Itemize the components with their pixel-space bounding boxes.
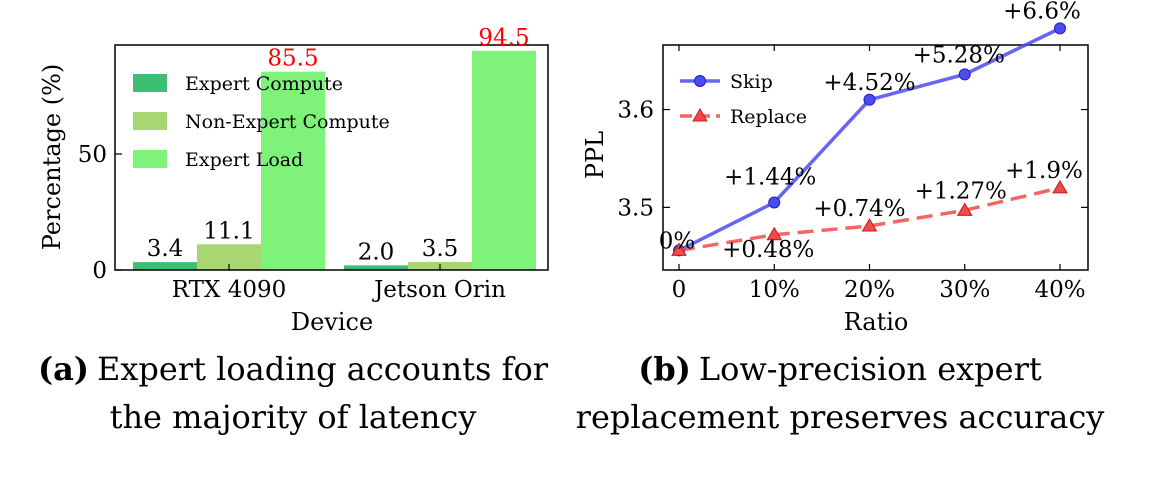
- caption-b-label: (b): [638, 350, 691, 388]
- chart-b-xlabel: Ratio: [844, 308, 909, 336]
- chart-a-ylabel: Percentage (%): [38, 64, 66, 251]
- y-tick-label: 3.6: [617, 98, 654, 124]
- data-label: 94.5: [478, 25, 529, 51]
- marker-replace: [766, 226, 783, 241]
- marker-replace: [1052, 179, 1068, 194]
- chart-a-legend: Expert Compute Non-Expert Compute Expert L…: [133, 73, 390, 171]
- marker-skip: [768, 196, 781, 209]
- data-label: +4.52%: [823, 70, 915, 96]
- legend-label: Replace: [730, 106, 807, 128]
- chart-a: RTX 4090 Jetson Orin 0 50 3.4 11.1 85.5 2.0 3.5…: [38, 25, 549, 436]
- caption-b-line2: replacement preserves accuracy: [576, 398, 1105, 436]
- chart-b-series: [671, 22, 1068, 257]
- bar-jetson-orin-2: [472, 50, 536, 271]
- data-label: 3.4: [147, 236, 184, 262]
- data-label: +0.74%: [813, 196, 905, 222]
- x-tick-label: 30%: [939, 277, 990, 303]
- caption-a-line2: the majority of latency: [110, 398, 477, 436]
- y-tick-label: 50: [78, 142, 107, 168]
- chart-a-xlabel: Device: [291, 308, 373, 336]
- chart-a-data-labels: 3.4 11.1 85.5 2.0 3.5 94.5: [147, 25, 530, 266]
- caption-a-text-1: Expert loading accounts for: [97, 350, 549, 388]
- x-tick-label: 40%: [1034, 277, 1085, 303]
- data-label: 2.0: [358, 239, 395, 265]
- x-tick-label: Jetson Orin: [372, 277, 506, 303]
- chart-b-data-labels: 0% +1.44% +4.52%+5.28% +6.6% +0.48% +0.74% +1.…: [659, 0, 1083, 263]
- x-tick-label: 20%: [844, 277, 895, 303]
- y-tick-label: 3.5: [617, 195, 654, 221]
- data-label: +1.44%: [724, 165, 816, 191]
- legend-marker: [692, 108, 708, 122]
- data-label: +1.27%: [915, 178, 1007, 204]
- data-label: 85.5: [267, 46, 318, 72]
- bar-jetson-orin-0: [344, 265, 408, 270]
- chart-b: 0 10% 20% 30% 40% 3.5 3.6 0% +1.44% +4.52%+5.28%…: [576, 0, 1105, 436]
- caption-b-line1: (b) Low-precision expert: [638, 350, 1042, 388]
- marker-skip: [1054, 22, 1066, 35]
- chart-b-frame: [662, 44, 1089, 271]
- bar-rtx-4090-0: [133, 262, 197, 270]
- data-label: +0.48%: [722, 237, 814, 263]
- x-tick-label: RTX 4090: [172, 277, 286, 303]
- chart-a-frame: [114, 44, 549, 271]
- bar-rtx-4090-2: [261, 71, 325, 270]
- legend-swatch: [133, 150, 167, 168]
- x-tick-label: 10%: [749, 277, 800, 303]
- chart-b-ylabel: PPL: [581, 131, 609, 179]
- data-label: +5.28%: [913, 42, 1005, 68]
- legend-label: Skip: [730, 71, 773, 93]
- legend-label: Expert Load: [185, 149, 303, 171]
- data-label: +6.6%: [1003, 0, 1081, 24]
- caption-b-text-1: Low-precision expert: [699, 350, 1042, 388]
- caption-a-line1: (a) Expert loading accounts for: [38, 350, 549, 388]
- legend-swatch: [133, 112, 167, 130]
- marker-replace: [861, 217, 878, 232]
- x-tick-label: 0: [672, 277, 687, 303]
- caption-a-label: (a): [38, 350, 89, 388]
- data-label: 0%: [659, 228, 696, 254]
- data-label: 11.1: [203, 218, 254, 244]
- marker-skip: [863, 93, 876, 106]
- data-label: +1.9%: [1005, 158, 1083, 184]
- chart-a-bars: [133, 50, 536, 271]
- legend-label: Non-Expert Compute: [185, 111, 390, 133]
- chart-b-legend: Skip Replace: [680, 71, 807, 128]
- legend-label: Expert Compute: [185, 73, 343, 95]
- legend-swatch: [133, 74, 167, 92]
- marker-replace: [956, 202, 973, 216]
- chart-b-ticks: 0 10% 20% 30% 40% 3.5 3.6: [617, 45, 1088, 303]
- marker-skip: [958, 68, 971, 81]
- y-tick-label: 0: [92, 258, 107, 284]
- legend-marker: [694, 75, 706, 87]
- marker-replace: [671, 242, 687, 256]
- chart-a-ticks: RTX 4090 Jetson Orin 0 50: [78, 142, 506, 303]
- data-label: 3.5: [422, 236, 459, 262]
